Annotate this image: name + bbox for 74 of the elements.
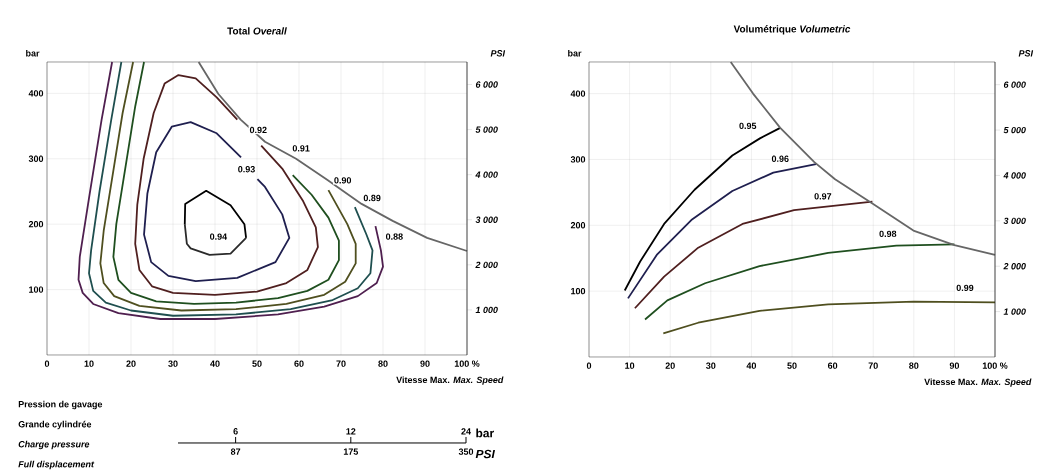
y-tick-label: 100 — [571, 287, 586, 295]
text: PSI — [475, 449, 496, 459]
x-tick-label: 70 — [336, 360, 346, 367]
y2-tick-label: 4 000 — [1003, 172, 1026, 179]
x-tick-label: 50 — [787, 362, 797, 369]
text: 350 — [458, 448, 474, 455]
x-tick-label: 50 — [252, 360, 262, 367]
annotation: 0.97 — [814, 193, 832, 200]
y2-tick-label: 4 000 — [475, 171, 498, 178]
y2-tick-label: 3 000 — [475, 216, 498, 223]
text: Pression de gavage — [18, 400, 103, 410]
annotation: 0.96 — [771, 155, 789, 162]
x-tick-label: 90 — [420, 360, 430, 367]
x-tick-label: 40 — [210, 360, 220, 367]
text: Charge pressure — [18, 440, 90, 450]
y2-tick-label: 6 000 — [1003, 81, 1026, 88]
text: 87 — [230, 448, 241, 455]
y-tick-label: 300 — [28, 155, 44, 162]
y2-tick-label: 5 000 — [475, 126, 498, 133]
x-tick-label: 60 — [827, 362, 838, 369]
text: 24 — [461, 428, 471, 435]
text: 6 — [233, 428, 238, 435]
x-tick-label: 30 — [706, 362, 716, 369]
x-tick-label: 80 — [378, 360, 388, 367]
y-tick-label: 300 — [570, 156, 586, 163]
y-tick-label: 200 — [28, 221, 44, 228]
x-axis-title: Vitesse Max. Max. Speed — [924, 378, 1032, 387]
x-tick-label: 20 — [665, 362, 675, 369]
annotation: 0.94 — [210, 233, 228, 240]
text: bar — [476, 428, 494, 438]
y-axis-title: bar — [568, 49, 582, 57]
annotation: 0.90 — [334, 177, 352, 184]
annotation: 0.99 — [956, 284, 974, 292]
x-tick-label: 20 — [126, 360, 136, 367]
y-tick-label: 100 — [29, 286, 44, 293]
text: 175 — [343, 448, 359, 455]
text: Full displacement — [18, 460, 95, 470]
x-tick-label: 100 % — [982, 362, 1008, 369]
y-tick-label: 400 — [570, 90, 586, 97]
y2-tick-label: 1 000 — [475, 306, 498, 314]
x-tick-label: 60 — [294, 360, 304, 367]
y-tick-label: 200 — [570, 222, 586, 229]
text: Grande cylindrée — [18, 420, 92, 430]
annotation: 0.95 — [739, 122, 757, 130]
x-tick-label: 0 — [44, 360, 50, 367]
y2-tick-label: 5 000 — [1003, 126, 1026, 134]
y-axis-title: bar — [26, 49, 40, 57]
y2-tick-label: 1 000 — [1003, 308, 1026, 315]
text: 12 — [346, 428, 356, 435]
y2-tick-label: 2 000 — [475, 261, 498, 269]
annotation: 0.89 — [363, 194, 381, 202]
annotation: 0.88 — [385, 233, 403, 240]
annotation: 0.93 — [238, 166, 255, 173]
x-tick-label: 10 — [84, 360, 94, 367]
x-tick-label: 90 — [949, 362, 960, 369]
annotation: 0.98 — [879, 230, 897, 238]
annotation: 0.92 — [249, 126, 267, 134]
y2-tick-label: 6 000 — [475, 81, 498, 88]
y2-axis-title: PSI — [490, 50, 506, 57]
chart-title: Total Overall — [227, 27, 287, 35]
y2-tick-label: 3 000 — [1003, 217, 1026, 225]
chart-title: Volumétrique Volumetric — [733, 25, 851, 35]
x-tick-label: 100 % — [454, 360, 480, 367]
y2-tick-label: 2 000 — [1003, 263, 1026, 270]
annotation: 0.91 — [292, 145, 310, 152]
x-tick-label: 40 — [746, 362, 757, 369]
y-tick-label: 400 — [28, 90, 44, 97]
x-tick-label: 0 — [586, 362, 592, 369]
x-tick-label: 70 — [868, 362, 878, 369]
x-tick-label: 80 — [909, 362, 919, 369]
x-axis-title: Vitesse Max. Max. Speed — [396, 376, 504, 385]
x-tick-label: 30 — [168, 360, 178, 367]
x-tick-label: 10 — [625, 362, 635, 369]
y2-axis-title: PSI — [1018, 50, 1034, 57]
